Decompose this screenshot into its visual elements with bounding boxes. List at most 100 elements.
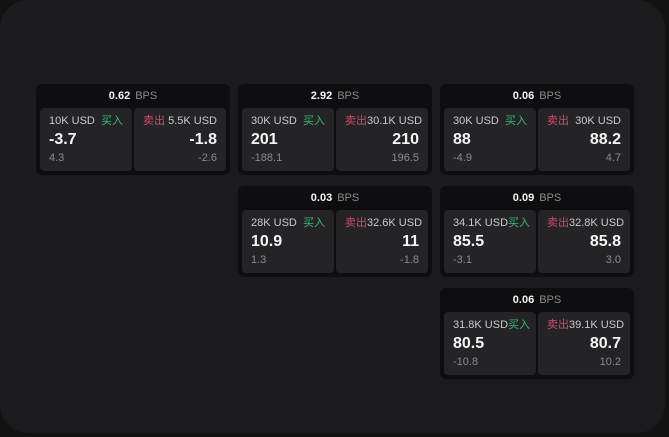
buy-size: 31.8K USD (453, 319, 509, 331)
bps-value: 0.03 (310, 192, 333, 204)
buy-price: 80.5 (453, 335, 485, 352)
sell-size: 32.6K USD (367, 217, 423, 229)
buy-size: 28K USD (251, 217, 297, 229)
quote-card: 0.06 BPS 31.8K USD 买入 80.5 -10.8 卖出 39.1… (440, 288, 634, 379)
card-body: 10K USD 买入 -3.7 4.3 卖出 5.5K USD -1.8 -2.… (36, 108, 230, 175)
quote-card: 2.92 BPS 30K USD 买入 201 -188.1 卖出 30.1K … (238, 84, 432, 175)
buy-side-label: 买入 (303, 115, 325, 127)
sell-delta: -1.8 (400, 254, 419, 266)
card-header: 0.06 BPS (440, 84, 634, 108)
quote-card: 0.03 BPS 28K USD 买入 10.9 1.3 卖出 32.6K US… (238, 186, 432, 277)
sell-tile-top: 卖出 32.8K USD (547, 217, 625, 230)
buy-tile[interactable]: 30K USD 买入 201 -188.1 (242, 108, 334, 171)
buy-delta: -188.1 (251, 152, 283, 164)
sell-delta: 10.2 (599, 356, 621, 368)
sell-price: -1.8 (189, 131, 217, 148)
sell-delta: 4.7 (605, 152, 621, 164)
buy-tile-top: 34.1K USD 买入 (453, 217, 531, 230)
bps-value: 0.62 (108, 90, 131, 102)
buy-tile[interactable]: 10K USD 买入 -3.7 4.3 (40, 108, 132, 171)
buy-price: 85.5 (453, 233, 485, 250)
bps-unit-label: BPS (135, 90, 158, 102)
buy-tile[interactable]: 28K USD 买入 10.9 1.3 (242, 210, 334, 273)
buy-price: 88 (453, 131, 471, 148)
sell-tile[interactable]: 卖出 5.5K USD -1.8 -2.6 (134, 108, 226, 171)
card-body: 34.1K USD 买入 85.5 -3.1 卖出 32.8K USD 85.8… (440, 210, 634, 277)
buy-tile-top: 10K USD 买入 (49, 115, 123, 128)
buy-tile[interactable]: 34.1K USD 买入 85.5 -3.1 (444, 210, 536, 273)
sell-delta: -2.6 (198, 152, 217, 164)
sell-tile[interactable]: 卖出 30.1K USD 210 196.5 (336, 108, 428, 171)
buy-delta: 4.3 (49, 152, 65, 164)
card-header: 0.03 BPS (238, 186, 432, 210)
card-body: 30K USD 买入 88 -4.9 卖出 30K USD 88.2 4.7 (440, 108, 634, 175)
sell-side-label: 卖出 (547, 115, 569, 127)
bps-unit-label: BPS (539, 192, 562, 204)
sell-tile[interactable]: 卖出 32.8K USD 85.8 3.0 (538, 210, 630, 273)
sell-price: 11 (402, 233, 419, 250)
sell-size: 5.5K USD (168, 115, 217, 127)
sell-tile[interactable]: 卖出 30K USD 88.2 4.7 (538, 108, 630, 171)
buy-tile-top: 28K USD 买入 (251, 217, 325, 230)
buy-delta: -3.1 (453, 254, 472, 266)
bps-value: 2.92 (310, 90, 333, 102)
sell-price: 210 (392, 131, 419, 148)
buy-tile-top: 30K USD 买入 (251, 115, 325, 128)
buy-tile[interactable]: 30K USD 买入 88 -4.9 (444, 108, 536, 171)
sell-delta: 196.5 (391, 152, 419, 164)
sell-tile-top: 卖出 32.6K USD (345, 217, 423, 230)
bps-unit-label: BPS (539, 294, 562, 306)
quote-card: 0.62 BPS 10K USD 买入 -3.7 4.3 卖出 5.5K USD… (36, 84, 230, 175)
buy-delta: -10.8 (453, 356, 479, 368)
bps-value: 0.09 (512, 192, 535, 204)
buy-size: 34.1K USD (453, 217, 509, 229)
sell-side-label: 卖出 (345, 217, 367, 229)
card-body: 30K USD 买入 201 -188.1 卖出 30.1K USD 210 1… (238, 108, 432, 175)
buy-side-label: 买入 (303, 217, 325, 229)
bps-value: 0.06 (512, 294, 535, 306)
card-header: 2.92 BPS (238, 84, 432, 108)
buy-size: 10K USD (49, 115, 95, 127)
sell-size: 30K USD (575, 115, 621, 127)
bps-unit-label: BPS (337, 90, 360, 102)
buy-tile-top: 30K USD 买入 (453, 115, 527, 128)
card-body: 31.8K USD 买入 80.5 -10.8 卖出 39.1K USD 80.… (440, 312, 634, 379)
bps-unit-label: BPS (539, 90, 562, 102)
quote-card-grid: 0.62 BPS 10K USD 买入 -3.7 4.3 卖出 5.5K USD… (36, 84, 634, 379)
buy-side-label: 买入 (101, 115, 123, 127)
card-body: 28K USD 买入 10.9 1.3 卖出 32.6K USD 11 -1.8 (238, 210, 432, 277)
buy-size: 30K USD (251, 115, 297, 127)
sell-tile-top: 卖出 39.1K USD (547, 319, 624, 332)
card-header: 0.09 BPS (440, 186, 634, 210)
card-header: 0.62 BPS (36, 84, 230, 108)
buy-size: 30K USD (453, 115, 499, 127)
sell-tile[interactable]: 卖出 32.6K USD 11 -1.8 (336, 210, 428, 273)
bps-value: 0.06 (512, 90, 535, 102)
sell-side-label: 卖出 (143, 115, 165, 127)
sell-price: 88.2 (589, 131, 621, 148)
sell-price: 85.8 (589, 233, 621, 250)
sell-side-label: 卖出 (547, 319, 569, 331)
buy-price: 201 (251, 131, 278, 148)
sell-tile-top: 卖出 30.1K USD (345, 115, 423, 128)
quote-card: 0.09 BPS 34.1K USD 买入 85.5 -3.1 卖出 32.8K… (440, 186, 634, 277)
sell-size: 32.8K USD (569, 217, 625, 229)
buy-delta: -4.9 (453, 152, 472, 164)
sell-delta: 3.0 (605, 254, 621, 266)
buy-price: -3.7 (49, 131, 77, 148)
buy-side-label: 买入 (508, 319, 531, 331)
buy-delta: 1.3 (251, 254, 267, 266)
sell-tile-top: 卖出 5.5K USD (143, 115, 217, 128)
bps-unit-label: BPS (337, 192, 360, 204)
sell-tile-top: 卖出 30K USD (547, 115, 621, 128)
sell-tile[interactable]: 卖出 39.1K USD 80.7 10.2 (538, 312, 630, 375)
sell-size: 30.1K USD (367, 115, 423, 127)
buy-price: 10.9 (251, 233, 283, 250)
buy-tile-top: 31.8K USD 买入 (453, 319, 531, 332)
card-header: 0.06 BPS (440, 288, 634, 312)
buy-tile[interactable]: 31.8K USD 买入 80.5 -10.8 (444, 312, 536, 375)
buy-side-label: 买入 (505, 115, 527, 127)
sell-side-label: 卖出 (345, 115, 367, 127)
sell-side-label: 卖出 (547, 217, 569, 229)
buy-side-label: 买入 (508, 217, 531, 229)
